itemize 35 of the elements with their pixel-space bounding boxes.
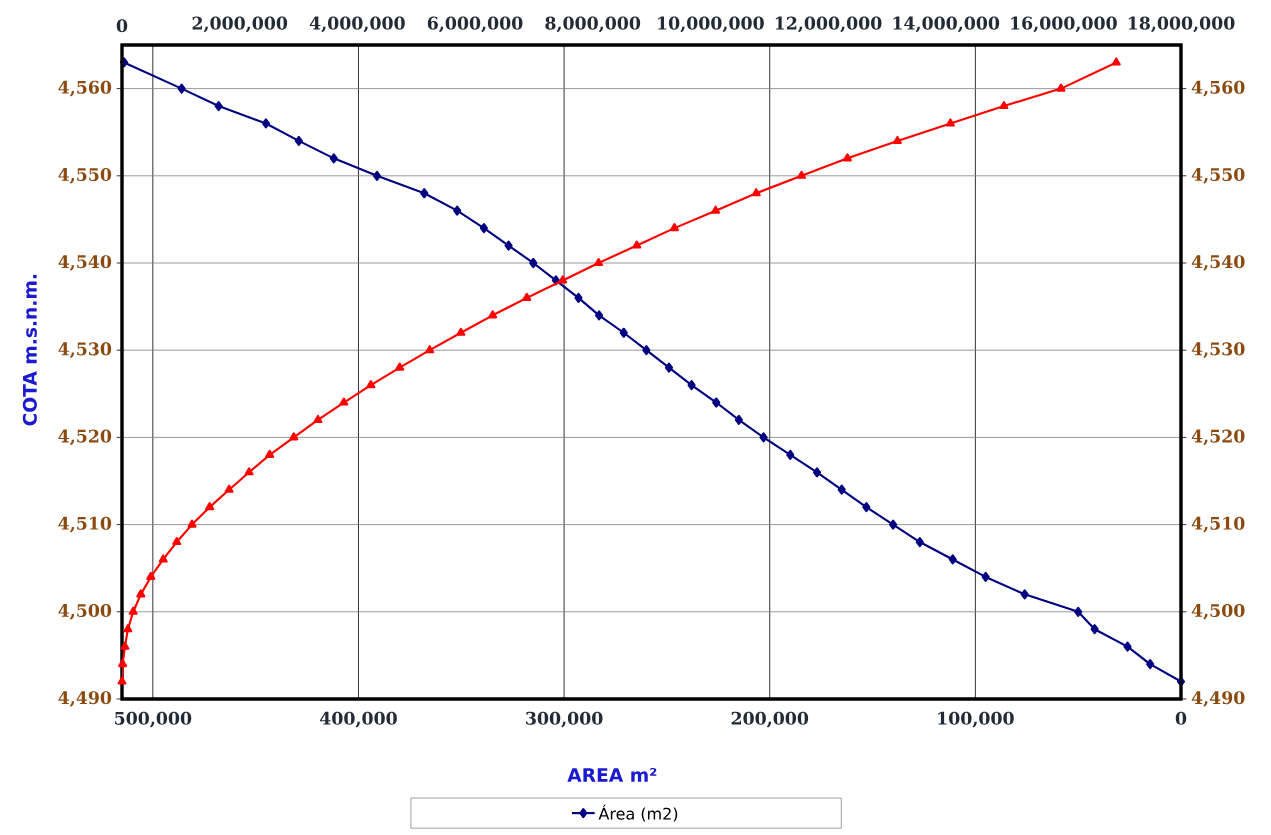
x-tick-label: 300,000 <box>526 711 603 728</box>
x-tick-label: 200,000 <box>731 711 809 728</box>
y-tick-label: 4,510 <box>58 516 112 533</box>
x-tick-label: 0 <box>1175 711 1187 725</box>
x2-tick-label: 16,000,000 <box>1011 16 1117 33</box>
y2-tick-label: 4,510 <box>1191 516 1245 533</box>
y2-tick-label: 4,550 <box>1191 167 1245 184</box>
x2-tick-label: 14,000,000 <box>893 16 1000 33</box>
y-tick-label: 4,500 <box>58 603 112 620</box>
x2-tick-label: 0 <box>116 19 128 33</box>
x2-tick-label: 4,000,000 <box>309 16 405 33</box>
x2-tick-label: 8,000,000 <box>545 16 641 33</box>
x-tick-label: 100,000 <box>938 711 1014 728</box>
y2-tick-label: 4,500 <box>1191 603 1245 620</box>
x2-tick-label: 10,000,000 <box>658 16 764 33</box>
x2-tick-label: 6,000,000 <box>427 16 523 33</box>
y-tick-label: 4,560 <box>58 80 112 97</box>
y2-tick-label: 4,530 <box>1191 342 1245 359</box>
x-tick-label: 500,000 <box>115 711 192 728</box>
y2-tick-label: 4,490 <box>1191 691 1245 707</box>
x-tick-label: 400,000 <box>319 711 397 728</box>
y-tick-label: 4,550 <box>58 167 112 184</box>
x2-tick-label: 2,000,000 <box>192 16 288 33</box>
y-tick-label: 4,490 <box>58 691 112 707</box>
x2-tick-label: 18,000,000 <box>1128 16 1235 33</box>
x2-tick-label: 12,000,000 <box>775 16 882 33</box>
y-tick-label: 4,530 <box>58 342 112 359</box>
y2-tick-label: 4,560 <box>1191 80 1245 97</box>
y-axis-title: COTA m.s.n.m. <box>22 274 37 426</box>
y2-tick-label: 4,540 <box>1191 255 1245 271</box>
legend-label: Área (m2) <box>598 804 678 822</box>
y-tick-label: 4,520 <box>58 429 112 446</box>
x-axis-title: AREA m² <box>567 767 657 782</box>
y2-tick-label: 4,520 <box>1191 429 1245 446</box>
y-tick-label: 4,540 <box>58 255 112 271</box>
